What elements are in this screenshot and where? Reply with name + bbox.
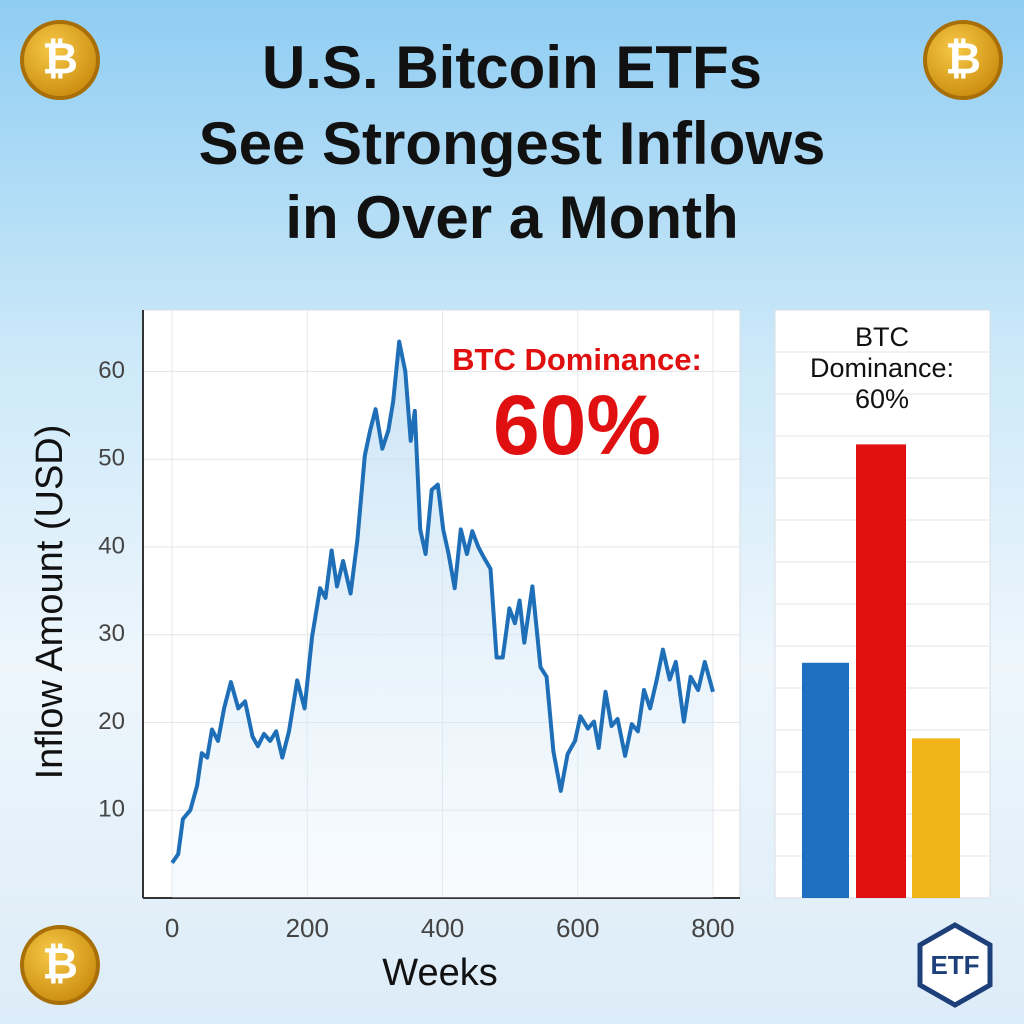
bar xyxy=(856,444,906,898)
bar xyxy=(912,738,960,898)
annotation-value: 60% xyxy=(493,378,661,472)
line xyxy=(170,339,715,865)
coin-symbol: ₿ xyxy=(42,35,78,84)
x-tick-label: 400 xyxy=(421,913,464,943)
y-tick-label: 50 xyxy=(98,445,125,472)
title-line: See Strongest Inflows xyxy=(199,110,826,177)
bar-chart-title: BTC Dominance: 60% xyxy=(809,322,955,414)
etf-badge: ETF xyxy=(917,922,993,1008)
title-line: U.S. Bitcoin ETFs xyxy=(262,34,762,101)
badge-text: ETF xyxy=(930,950,979,980)
coin: ₿ xyxy=(20,925,100,1005)
x-tick-label: 800 xyxy=(691,913,734,943)
y-axis-label: Inflow Amount (USD) xyxy=(29,425,71,780)
coin-symbol: ₿ xyxy=(42,940,78,989)
x-tick-label: 0 xyxy=(165,913,179,943)
y-tick-label: 60 xyxy=(98,357,125,384)
y-tick-label: 30 xyxy=(98,620,125,647)
x-tick-label: 600 xyxy=(556,913,599,943)
coin: ₿ xyxy=(923,20,1003,100)
coin: ₿ xyxy=(20,20,100,100)
y-tick-label: 10 xyxy=(98,796,125,823)
x-axis-label: Weeks xyxy=(382,952,497,994)
y-tick-label: 20 xyxy=(98,708,125,735)
coin-symbol: ₿ xyxy=(945,35,981,84)
annotation: BTC Dominance: xyxy=(452,342,702,377)
x-tick-label: 200 xyxy=(286,913,329,943)
title-line: in Over a Month xyxy=(285,184,738,251)
area xyxy=(172,341,713,899)
y-tick-label: 40 xyxy=(98,532,125,559)
bar xyxy=(802,662,849,898)
